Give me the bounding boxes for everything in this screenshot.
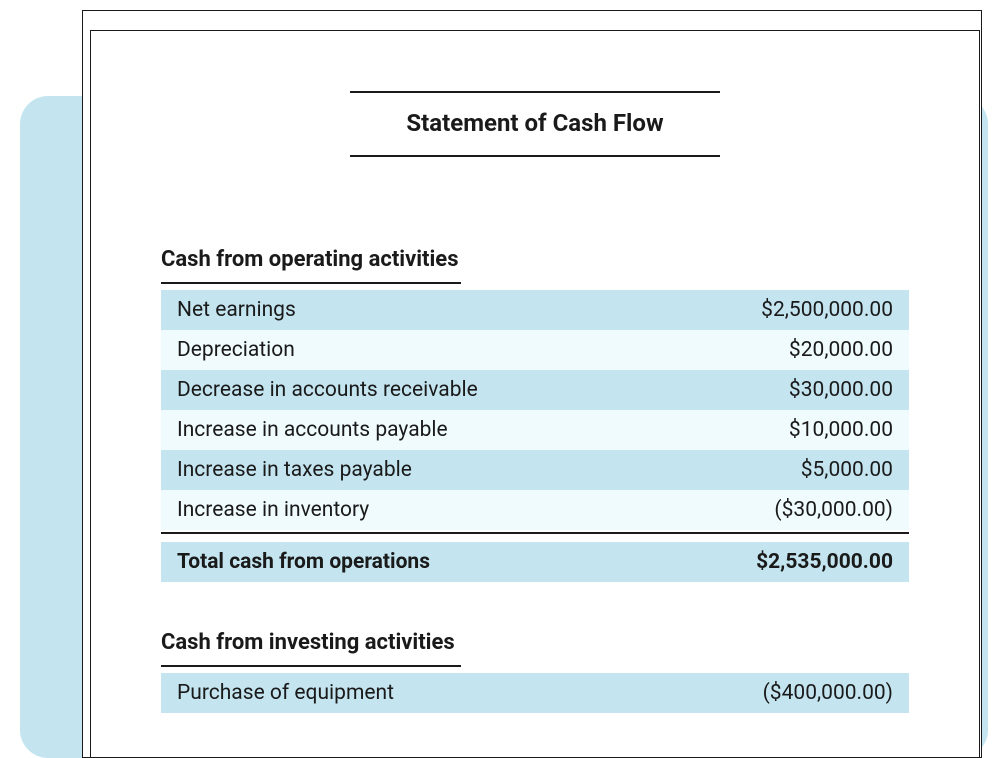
table-row: Increase in inventory ($30,000.00) <box>161 490 909 530</box>
document-title: Statement of Cash Flow <box>350 109 720 137</box>
document-page-front: Statement of Cash Flow Cash from operati… <box>90 30 980 758</box>
total-row: Total cash from operations $2,535,000.00 <box>161 542 909 582</box>
row-value: $5,000.00 <box>801 458 893 482</box>
row-label: Decrease in accounts receivable <box>177 378 478 402</box>
row-value: $2,500,000.00 <box>761 298 893 322</box>
section-operating: Cash from operating activities Net earni… <box>161 247 909 582</box>
total-value: $2,535,000.00 <box>756 550 893 574</box>
title-rule-top <box>350 91 720 93</box>
row-label: Increase in taxes payable <box>177 458 412 482</box>
table-row: Increase in accounts payable $10,000.00 <box>161 410 909 450</box>
table-row: Purchase of equipment ($400,000.00) <box>161 673 909 713</box>
row-value: ($400,000.00) <box>763 681 893 705</box>
total-rule <box>161 532 909 534</box>
row-value: $20,000.00 <box>789 338 893 362</box>
row-value: $30,000.00 <box>789 378 893 402</box>
row-label: Depreciation <box>177 338 295 362</box>
table-row: Decrease in accounts receivable $30,000.… <box>161 370 909 410</box>
title-rule-bottom <box>350 155 720 157</box>
table-row: Net earnings $2,500,000.00 <box>161 290 909 330</box>
row-label: Net earnings <box>177 298 296 322</box>
document-title-block: Statement of Cash Flow <box>350 91 720 157</box>
section-heading-rule <box>161 282 461 284</box>
section-investing: Cash from investing activities Purchase … <box>161 630 909 713</box>
table-row: Depreciation $20,000.00 <box>161 330 909 370</box>
row-value: $10,000.00 <box>789 418 893 442</box>
row-label: Increase in inventory <box>177 498 369 522</box>
row-label: Purchase of equipment <box>177 681 394 705</box>
row-value: ($30,000.00) <box>774 498 893 522</box>
section-heading: Cash from operating activities <box>161 247 461 282</box>
row-label: Increase in accounts payable <box>177 418 448 442</box>
section-heading: Cash from investing activities <box>161 630 461 665</box>
section-heading-rule <box>161 665 461 667</box>
table-row: Increase in taxes payable $5,000.00 <box>161 450 909 490</box>
total-label: Total cash from operations <box>177 550 430 574</box>
